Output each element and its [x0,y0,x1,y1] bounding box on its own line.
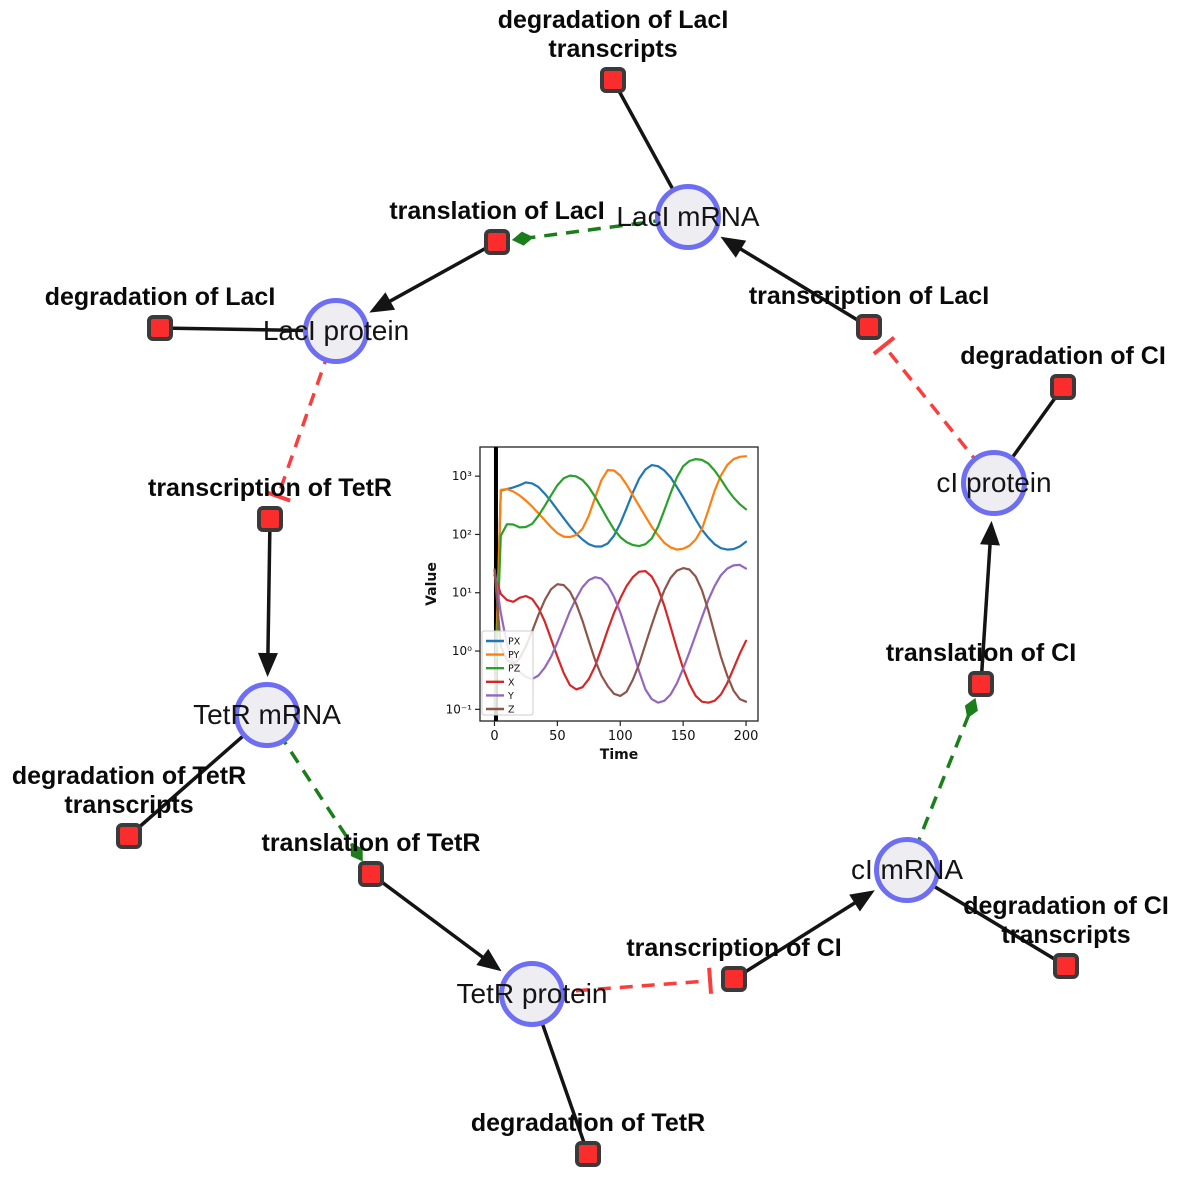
reaction-node-txn-laci[interactable] [856,314,882,340]
species-node-laci-mrna[interactable] [655,184,721,250]
reaction-node-txn-tetr[interactable] [257,506,283,532]
reaction-node-transl-ci[interactable] [968,671,994,697]
x-tick-label: 150 [671,729,696,744]
edge-production-txn-tetr-tetr-mrna [266,518,272,660]
series-py [493,455,748,711]
species-label-tetr-mrna: TetR mRNA [193,699,341,730]
edge-production-txn-ci-ci-mrna-arrowhead [849,890,875,912]
x-tick-label: 100 [608,729,633,744]
x-tick-label: 0 [490,729,498,744]
species-label-ci-protein: cI protein [936,467,1052,498]
reaction-label-deg-laci: degradation of LacI [44,283,276,311]
y-tick-label: 10³ [452,469,472,483]
species-node-laci-protein[interactable] [303,298,369,364]
edge-inhibition-laci-protein-txn-tetr-tbar [265,490,291,503]
reaction-label-txn-ci: transcription of CI [626,934,842,962]
series-pz [493,458,748,711]
legend-label-x: X [508,677,515,688]
reaction-node-txn-ci[interactable] [721,966,747,992]
y-tick-label: 10¹ [452,586,472,600]
y-tick-label: 10⁰ [452,644,472,658]
edge-production-txn-tetr-tetr-mrna-arrowhead [257,652,278,678]
species-node-tetr-protein[interactable] [499,961,565,1027]
reaction-label-transl-laci: translation of LacI [389,197,605,225]
reaction-node-transl-tetr[interactable] [358,861,384,887]
reaction-label-deg-laci-tx: degradation of LacI transcripts [497,6,729,63]
reaction-node-deg-ci[interactable] [1050,374,1076,400]
legend-label-pz: PZ [508,664,521,675]
edge-production-transl-ci-ci-protein-arrowhead [980,520,1000,546]
species-node-ci-mrna[interactable] [874,837,940,903]
edge-production-transl-laci-laci-protein-arrowhead [369,292,396,313]
reaction-node-deg-laci[interactable] [147,315,173,341]
reaction-label-deg-tetr: degradation of TetR [470,1109,706,1137]
edge-production-transl-laci-laci-protein [384,240,498,306]
edge-production-transl-tetr-tetr-protein-arrowhead [476,948,502,972]
edge-modifier-tetr-mrna-transl-tetr-diamond-arrowhead [350,843,363,862]
x-tick-label: 200 [734,729,759,744]
edge-production-txn-ci-ci-mrna [733,898,861,981]
species-label-ci-mrna: cI mRNA [851,854,963,885]
reaction-label-transl-tetr: translation of TetR [261,829,481,857]
series-px [493,463,748,711]
series-y [493,563,748,704]
legend-label-z: Z [508,705,515,716]
edge-production-txn-laci-laci-mrna [734,244,870,329]
reaction-label-deg-tetr-tx: degradation of TetR transcripts [11,762,247,819]
reaction-label-transl-ci: translation of CI [885,639,1077,667]
species-label-laci-mrna: LacI mRNA [616,201,760,232]
reaction-label-txn-tetr: transcription of TetR [148,474,392,502]
legend-label-y: Y [507,691,514,702]
edge-modifier-ci-mrna-transl-ci-diamond-arrowhead [964,697,978,719]
legend-box [481,630,534,716]
species-label-tetr-protein: TetR protein [456,978,608,1009]
reaction-node-deg-ci-tx[interactable] [1053,953,1079,979]
legend-label-px: PX [508,637,521,648]
reaction-label-txn-laci: transcription of LacI [748,282,990,310]
series-x [493,570,748,704]
edge-production-transl-tetr-tetr-protein [369,872,489,962]
x-tick-label: 50 [549,729,566,744]
y-tick-label: 10² [452,527,472,541]
reaction-node-deg-laci-tx[interactable] [600,67,626,93]
x-axis-label: Time [600,747,638,763]
reaction-node-deg-tetr-tx[interactable] [116,823,142,849]
time-series-plot: 0 50 100 150 200 10⁻¹ 10⁰ 10¹ 10² 10³ Time Value PX P… [425,446,759,763]
y-axis-label: Value [425,562,440,606]
species-node-tetr-mrna[interactable] [234,682,300,748]
series-z [493,567,748,703]
reaction-label-deg-ci: degradation of CI [960,342,1166,370]
edge-production-txn-laci-laci-mrna-arrowhead [720,236,747,258]
species-node-ci-protein[interactable] [961,450,1027,516]
edge-production-transl-ci-ci-protein [979,538,993,685]
reaction-label-deg-ci-tx: degradation of CI transcripts [963,892,1169,949]
legend-label-py: PY [508,650,520,661]
edge-inhibition-ci-protein-txn-laci-tbar [872,336,896,356]
reaction-node-transl-laci[interactable] [484,229,510,255]
y-tick-label: 10⁻¹ [446,702,473,716]
edge-inhibition-tetr-protein-txn-ci-tbar [707,967,714,994]
species-label-laci-protein: LacI protein [262,315,410,346]
edge-modifier-laci-mrna-transl-laci-diamond-arrowhead [511,231,534,246]
reaction-node-deg-tetr[interactable] [575,1141,601,1167]
